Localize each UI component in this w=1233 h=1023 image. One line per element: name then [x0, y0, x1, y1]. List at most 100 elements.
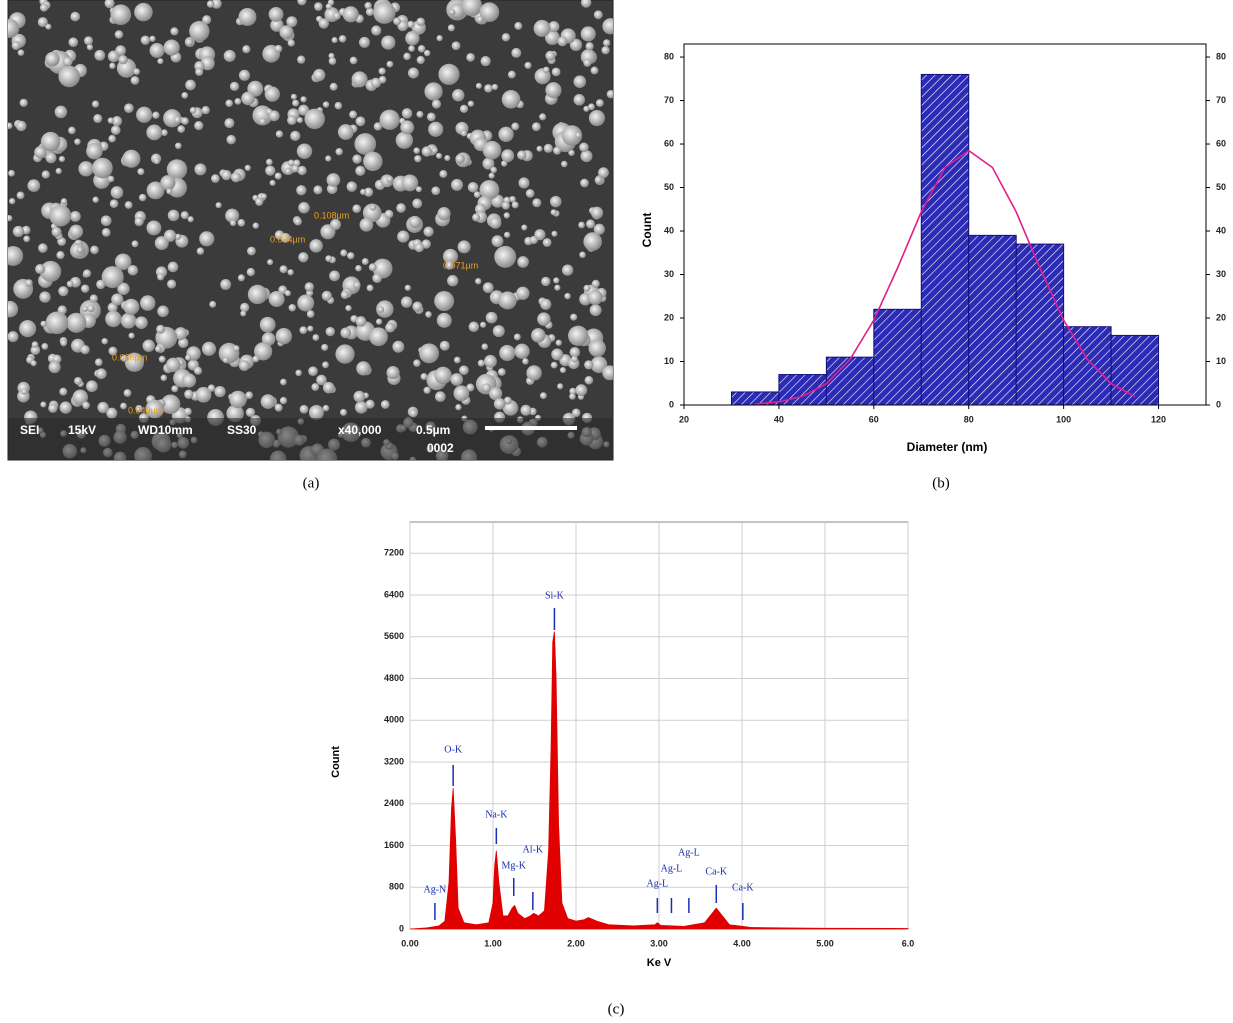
y-tick-label: 5600	[384, 631, 404, 641]
particle	[585, 42, 594, 51]
particle	[356, 361, 371, 376]
particle	[83, 269, 92, 278]
particle	[313, 185, 323, 195]
particle	[457, 240, 471, 254]
particle	[445, 260, 454, 270]
particle	[293, 159, 301, 167]
particle	[476, 15, 484, 24]
particle	[447, 275, 459, 287]
particle	[425, 311, 432, 318]
particle	[104, 0, 115, 9]
particle	[133, 68, 141, 75]
y-tick-label: 800	[389, 882, 404, 892]
particle	[559, 367, 567, 374]
particle	[405, 31, 420, 46]
peak-label: Ca-K	[705, 866, 727, 877]
particle	[58, 155, 66, 163]
x-tick-label: 3.00	[650, 938, 668, 948]
particle	[393, 17, 401, 26]
particle	[49, 204, 72, 227]
particle	[521, 224, 528, 231]
particle	[221, 170, 232, 181]
particle	[449, 8, 456, 16]
particle	[69, 224, 84, 239]
particle	[60, 198, 68, 205]
particle	[537, 312, 551, 326]
particle	[177, 125, 186, 133]
panel-label: (c)	[608, 1001, 625, 1017]
particle	[365, 399, 375, 409]
particle	[354, 133, 377, 155]
x-tick-label: 80	[964, 414, 974, 424]
particle	[240, 310, 247, 317]
particle	[321, 290, 332, 301]
particle	[94, 358, 103, 367]
particle	[551, 67, 561, 77]
particle	[149, 43, 165, 58]
particle	[296, 143, 313, 159]
particle	[255, 197, 264, 206]
particle	[569, 38, 583, 52]
particle	[152, 111, 160, 119]
particle	[45, 152, 57, 164]
particle	[166, 188, 173, 195]
particle	[590, 206, 604, 219]
particle	[453, 385, 470, 402]
measurement: 0.071µm	[443, 260, 478, 270]
particle	[557, 36, 568, 47]
particle	[379, 109, 400, 130]
particle	[580, 150, 593, 163]
x-tick-label: 4.00	[733, 938, 751, 948]
sem-info: 0.5µm	[416, 423, 450, 437]
particle	[436, 152, 443, 159]
particle	[543, 66, 550, 74]
x-tick-label: 100	[1056, 414, 1071, 424]
particle	[297, 55, 306, 64]
particle	[355, 264, 362, 272]
particle	[9, 198, 16, 205]
particle	[518, 177, 530, 189]
particle	[181, 91, 189, 99]
particle	[74, 138, 81, 145]
particle	[584, 375, 594, 385]
particle	[209, 300, 217, 308]
particle	[550, 209, 557, 216]
particle	[587, 289, 603, 305]
peak-label: Mg-K	[502, 860, 527, 871]
measurement: 0.049µm	[128, 405, 163, 415]
sem-info-bar	[8, 418, 613, 460]
particle	[304, 282, 314, 292]
particle	[80, 284, 90, 293]
particle	[259, 117, 267, 125]
particle	[157, 58, 164, 65]
peak-label: Ca-K	[732, 882, 754, 893]
particle	[161, 129, 168, 137]
particle	[542, 238, 552, 247]
particle	[526, 365, 542, 381]
particle	[378, 75, 387, 84]
particle	[21, 388, 28, 395]
particle	[54, 105, 68, 119]
particle	[206, 0, 215, 8]
y-tick-label: 7200	[384, 548, 404, 558]
particle	[415, 186, 422, 193]
particle	[123, 298, 140, 315]
y2-tick-label: 50	[1216, 182, 1226, 192]
particle	[453, 356, 461, 364]
particle	[160, 394, 181, 415]
particle	[288, 159, 295, 167]
particle	[561, 160, 568, 168]
particle	[482, 140, 502, 160]
particle	[333, 12, 341, 20]
particle	[86, 44, 94, 51]
particle	[184, 407, 192, 416]
particle	[237, 218, 246, 227]
x-tick-label: 6.0	[902, 938, 915, 948]
particle	[431, 186, 441, 196]
particle	[97, 401, 109, 414]
particle	[355, 116, 366, 127]
particle	[259, 316, 276, 333]
particle	[583, 232, 602, 251]
particle	[114, 253, 132, 270]
particle	[514, 22, 523, 30]
